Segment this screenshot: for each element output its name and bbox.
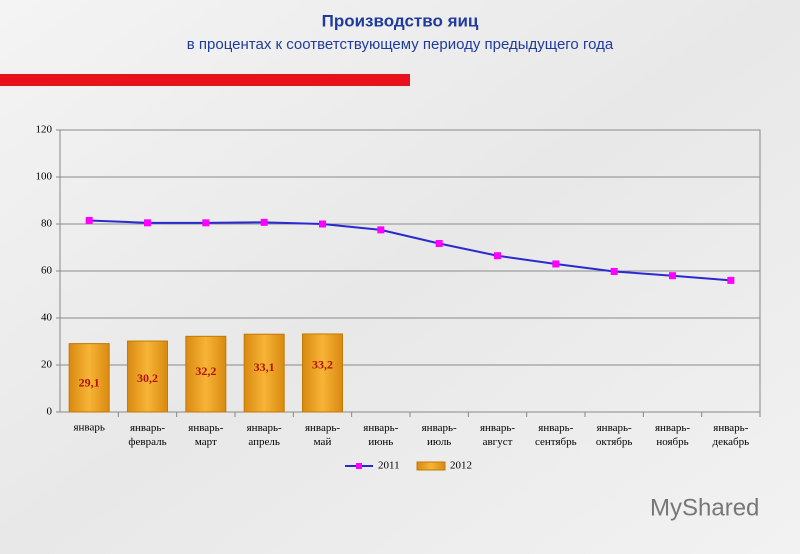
bar [185,335,227,413]
x-tick-label: январь-апрель [247,422,282,448]
x-tick-label: январь-июль [422,422,457,448]
data-label: 29,1 [79,375,100,389]
x-tick-label: январь-ноябрь [655,422,690,448]
accent-bar [0,74,410,86]
bar [302,333,343,413]
y-tick-label: 100 [36,171,53,183]
bar [243,333,285,413]
y-tick-label: 40 [41,312,53,324]
x-tick-label: январь-июнь [363,422,398,448]
x-tick-label: январь-август [480,422,515,448]
marker [669,272,676,280]
x-tick-label: январь-декабрь [713,422,750,448]
data-label: 30,2 [137,371,158,385]
x-tick-label: январь-сентябрь [535,422,577,448]
marker [610,267,618,275]
y-tick-label: 80 [41,218,53,230]
data-label: 32,2 [195,364,216,378]
legend-swatch [416,461,446,471]
legend-swatch [356,463,362,469]
legend-label: 2011 [378,460,400,472]
y-tick-label: 60 [41,265,53,277]
y-tick-label: 20 [41,359,53,371]
line [89,219,731,282]
x-tick-label: январь-февраль [128,422,166,448]
x-tick-label: январь-май [305,422,340,448]
marker [435,240,443,248]
marker [319,220,326,228]
chart-subtitle: в процентах к соответствующему периоду п… [187,36,614,53]
y-tick-label: 120 [36,124,53,136]
data-label: 33,2 [312,358,333,372]
x-tick-label: январь-март [188,422,223,448]
bar [68,343,110,413]
legend-label: 2012 [450,460,472,472]
marker [260,218,268,226]
marker [377,226,385,234]
x-tick-label: январь [73,422,104,434]
data-label: 33,1 [254,360,275,374]
marker [552,260,560,268]
marker [727,276,735,284]
y-tick-label: 0 [47,406,53,418]
x-tick-label: январь-октябрь [596,422,633,448]
bar [127,340,168,413]
watermark: MyShared [650,494,759,521]
marker [202,219,210,227]
chart-title: Производство яиц [322,11,479,30]
marker [144,219,151,227]
marker [85,216,93,224]
marker [494,252,501,260]
